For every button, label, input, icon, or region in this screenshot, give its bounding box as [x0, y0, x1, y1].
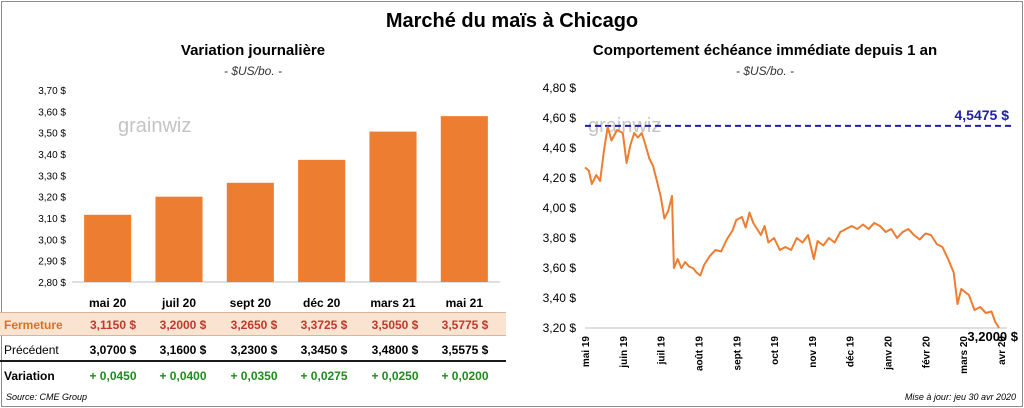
previous-value: 3,0700 $: [89, 343, 137, 357]
previous-value: 3,1600 $: [159, 343, 207, 357]
previous-label: Précédent: [4, 343, 59, 357]
close-value: 3,2000 $: [159, 318, 207, 332]
previous-value: 3,3450 $: [300, 343, 348, 357]
close-label: Fermeture: [4, 318, 63, 332]
variation-value: + 0,0450: [89, 369, 137, 383]
line-chart-subtitle: Comportement échéance immédiate depuis 1…: [592, 42, 938, 59]
y-tick-label: 3,10 $: [38, 214, 66, 225]
x-category-label: mai 20: [89, 296, 127, 310]
last-value-label: 3,2000 $: [967, 329, 1018, 344]
y-tick-label: 2,80 $: [38, 278, 66, 289]
source-note: Source: CME Group: [6, 392, 88, 402]
close-value: 3,5775 $: [441, 318, 489, 332]
previous-row: Précédent 3,0700 $ 3,1600 $ 3,2300 $ 3,3…: [0, 338, 506, 362]
x-month-label: juin 19: [619, 336, 630, 369]
bar: [226, 182, 274, 282]
x-month-label: mars 20: [959, 336, 970, 374]
y-tick-label: 3,60 $: [543, 261, 577, 275]
main-title: Marché du maïs à Chicago: [385, 10, 639, 32]
y-tick-label: 3,70 $: [38, 86, 66, 97]
previous-value: 3,2300 $: [230, 343, 278, 357]
y-tick-label: 4,00 $: [543, 201, 577, 215]
reference-line-label: 4,5475 $: [955, 107, 1010, 123]
y-tick-label: 3,00 $: [38, 235, 66, 246]
variation-value: + 0,0200: [441, 369, 489, 383]
y-tick-label: 4,80 $: [543, 81, 577, 95]
previous-value: 3,5575 $: [441, 343, 489, 357]
y-tick-label: 3,60 $: [38, 107, 66, 118]
x-month-label: mai 19: [581, 336, 592, 368]
update-note: Mise à jour: jeu 30 avr 2020: [904, 392, 1016, 402]
y-tick-label: 4,60 $: [543, 111, 577, 125]
x-category-label: juil 20: [161, 296, 196, 310]
x-month-label: févr 20: [921, 336, 932, 369]
bar-chart: 2,80 $ 2,90 $ 3,00 $ 3,10 $ 3,20 $ 3,30 $ 3,40…: [38, 86, 500, 310]
variation-value: + 0,0275: [300, 369, 348, 383]
y-tick-label: 4,40 $: [543, 141, 577, 155]
line-chart: 3,20 $ 3,40 $ 3,60 $ 3,80 $ 4,00 $ 4,20 $ 4,40…: [543, 81, 1019, 374]
y-tick-label: 3,40 $: [38, 150, 66, 161]
variation-row: Variation + 0,0450 + 0,0400 + 0,0350 + 0…: [0, 364, 506, 388]
close-value: 3,5050 $: [371, 318, 419, 332]
bar: [298, 159, 346, 282]
bar: [155, 196, 203, 282]
bar-watermark-logo: grainwiz: [118, 115, 191, 137]
close-value: 3,3725 $: [300, 318, 348, 332]
y-tick-label: 3,50 $: [38, 129, 66, 140]
close-row: Fermeture 3,1150 $ 3,2000 $ 3,2650 $ 3,3…: [0, 312, 506, 336]
line-chart-unit: - $US/bo. -: [735, 64, 795, 78]
variation-value: + 0,0250: [371, 369, 419, 383]
x-month-label: juil 19: [657, 336, 668, 366]
close-value: 3,2650 $: [230, 318, 278, 332]
price-series-line: [584, 126, 1000, 329]
x-category-label: mai 21: [446, 296, 484, 310]
bar: [84, 214, 132, 282]
y-tick-label: 4,20 $: [543, 171, 577, 185]
bar-chart-subtitle: Variation journalière: [180, 42, 326, 59]
bar: [369, 131, 417, 282]
variation-value: + 0,0350: [230, 369, 278, 383]
x-month-label: déc 19: [846, 336, 857, 368]
bar-chart-unit: - $US/bo. -: [223, 64, 283, 78]
x-month-label: nov 19: [808, 336, 819, 368]
x-category-label: sept 20: [230, 296, 272, 310]
x-category-label: déc 20: [303, 296, 341, 310]
previous-value: 3,4800 $: [371, 343, 419, 357]
close-value: 3,1150 $: [89, 318, 137, 332]
y-tick-label: 3,30 $: [38, 171, 66, 182]
x-month-label: août 19: [694, 336, 705, 371]
y-tick-label: 3,40 $: [543, 291, 577, 305]
y-tick-label: 2,90 $: [38, 257, 66, 268]
x-category-label: mars 21: [370, 296, 416, 310]
x-month-label: janv 20: [884, 336, 895, 371]
x-month-label: oct 19: [770, 336, 781, 365]
bar: [440, 116, 488, 282]
y-tick-label: 3,80 $: [543, 231, 577, 245]
x-month-label: sept 19: [732, 336, 743, 371]
y-tick-label: 3,20 $: [38, 193, 66, 204]
variation-value: + 0,0400: [159, 369, 207, 383]
variation-label: Variation: [4, 369, 55, 383]
x-month-label: avr 20: [997, 336, 1008, 365]
y-tick-label: 3,20 $: [543, 321, 577, 335]
